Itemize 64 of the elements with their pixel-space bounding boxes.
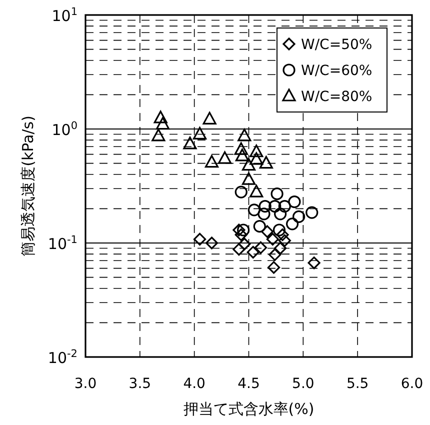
point xyxy=(260,225,274,238)
point xyxy=(292,210,306,224)
legend-label: W/C=50% xyxy=(301,37,372,53)
point xyxy=(156,116,170,130)
point xyxy=(253,220,266,233)
legend-label: W/C=80% xyxy=(301,89,372,105)
y-axis-title: 簡易透気速度(kPa/s) xyxy=(19,116,37,256)
point xyxy=(274,242,287,255)
point xyxy=(235,148,250,162)
point xyxy=(237,224,250,236)
legend-label: W/C=60% xyxy=(301,63,372,79)
x-axis-title: 押当て式含水率(%) xyxy=(183,400,314,418)
point xyxy=(258,200,272,213)
y-tick-label: 10$^{0}$ xyxy=(52,120,78,139)
point xyxy=(272,224,286,236)
point xyxy=(268,200,282,213)
point xyxy=(250,152,264,165)
point xyxy=(234,142,248,155)
x-tick-label: 6.0 xyxy=(400,376,424,392)
point xyxy=(205,236,218,250)
y-tick-label: 10$^{-2}$ xyxy=(48,348,78,367)
point xyxy=(278,200,291,213)
point xyxy=(306,206,318,219)
point xyxy=(274,208,287,220)
point xyxy=(286,218,299,230)
point xyxy=(193,232,206,246)
point xyxy=(288,195,301,208)
x-tick-label: 4.0 xyxy=(183,376,206,392)
point xyxy=(242,158,256,171)
y-tick-label: 10$^{-1}$ xyxy=(48,234,78,253)
point xyxy=(152,128,166,142)
x-tick-label: 4.5 xyxy=(238,376,260,392)
point xyxy=(268,248,282,261)
point xyxy=(259,156,273,169)
point xyxy=(238,128,252,142)
point xyxy=(250,184,264,198)
point xyxy=(242,172,256,185)
y-tick-label: 10$^{1}$ xyxy=(52,6,78,25)
point xyxy=(248,204,260,216)
x-tick-label: 5.5 xyxy=(346,376,369,392)
point xyxy=(276,228,289,242)
point xyxy=(218,151,232,164)
point xyxy=(192,126,207,140)
point xyxy=(234,186,248,198)
point xyxy=(232,224,246,236)
point xyxy=(204,155,219,168)
x-tick-label: 5.0 xyxy=(292,376,314,392)
point xyxy=(278,234,291,247)
point xyxy=(234,228,248,242)
point xyxy=(238,238,251,250)
point xyxy=(183,136,197,150)
point xyxy=(154,110,168,124)
point xyxy=(266,232,279,246)
point xyxy=(270,188,284,200)
x-tick-label: 3.0 xyxy=(74,376,97,392)
point xyxy=(232,243,246,256)
point xyxy=(250,144,264,158)
point xyxy=(258,208,270,220)
point xyxy=(308,256,320,270)
point xyxy=(202,112,216,124)
point xyxy=(254,241,268,254)
point xyxy=(246,246,260,259)
point xyxy=(267,261,280,274)
x-tick-label: 3.5 xyxy=(128,376,152,392)
